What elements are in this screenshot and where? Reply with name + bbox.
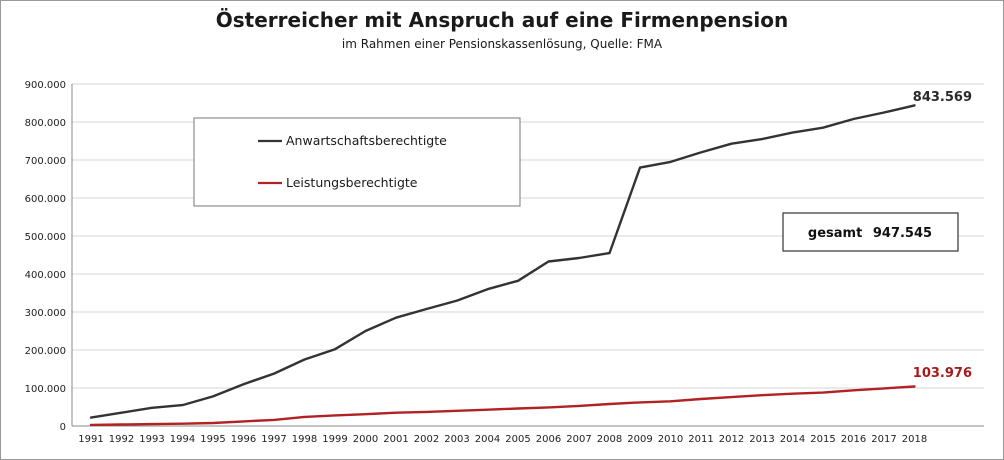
series-lines bbox=[89, 104, 916, 427]
x-tick-label: 1999 bbox=[322, 434, 347, 445]
y-tick-label: 600.000 bbox=[25, 194, 66, 205]
x-tick-label: 2005 bbox=[505, 434, 530, 445]
y-tick-label: 0 bbox=[60, 422, 66, 433]
x-tick-label: 2002 bbox=[414, 434, 439, 445]
y-tick-label: 500.000 bbox=[25, 232, 66, 243]
x-tick-label: 2009 bbox=[627, 434, 652, 445]
y-tick-label: 700.000 bbox=[25, 156, 66, 167]
total-box bbox=[782, 212, 959, 252]
y-tick-label: 400.000 bbox=[25, 270, 66, 281]
series-line-leistungsberechtigte bbox=[89, 385, 916, 427]
x-tick-label: 1997 bbox=[261, 434, 286, 445]
x-tick-label: 1992 bbox=[109, 434, 134, 445]
x-tick-label: 2011 bbox=[688, 434, 713, 445]
x-tick-label: 1998 bbox=[292, 434, 317, 445]
y-tick-label: 100.000 bbox=[25, 384, 66, 395]
total-text: gesamt 947.545 bbox=[808, 226, 932, 241]
chart-title: Österreicher mit Anspruch auf eine Firme… bbox=[215, 8, 789, 32]
x-tick-label: 2003 bbox=[444, 434, 469, 445]
x-tick-label: 2018 bbox=[902, 434, 927, 445]
x-tick-label: 2010 bbox=[658, 434, 683, 445]
end-label-leistungsberechtigte: 103.976 bbox=[913, 366, 972, 381]
x-tick-label: 2000 bbox=[353, 434, 378, 445]
x-tick-label: 2013 bbox=[749, 434, 774, 445]
x-tick-label: 2014 bbox=[780, 434, 805, 445]
y-tick-label: 200.000 bbox=[25, 346, 66, 357]
y-tick-label: 300.000 bbox=[25, 308, 66, 319]
x-tick-label: 1993 bbox=[139, 434, 164, 445]
legend-label-leistungsberechtigte: Leistungsberechtigte bbox=[286, 175, 418, 190]
y-tick-label: 900.000 bbox=[25, 80, 66, 91]
x-tick-label: 2008 bbox=[597, 434, 622, 445]
x-tick-label: 1995 bbox=[200, 434, 225, 445]
total-label: gesamt bbox=[808, 226, 862, 241]
legend-box bbox=[193, 117, 521, 207]
end-label-anwartschaftsberechtigte: 843.569 bbox=[913, 90, 972, 105]
x-tick-label: 2016 bbox=[841, 434, 866, 445]
x-tick-label: 1996 bbox=[231, 434, 256, 445]
x-tick-label: 2001 bbox=[383, 434, 408, 445]
x-tick-label: 1994 bbox=[170, 434, 195, 445]
x-axis-ticks: 1991 1992 1993 1994 1995 1996 1997 1998 1999 2000… bbox=[78, 434, 927, 445]
x-tick-label: 2004 bbox=[475, 434, 500, 445]
x-tick-label: 2007 bbox=[566, 434, 591, 445]
x-tick-label: 2015 bbox=[810, 434, 835, 445]
y-tick-label: 800.000 bbox=[25, 118, 66, 129]
total-annotation: gesamt 947.545 bbox=[782, 212, 959, 252]
x-tick-label: 2006 bbox=[536, 434, 561, 445]
y-axis-ticks: 0 100.000 200.000 300.000 400.000 500.000 600.… bbox=[25, 80, 66, 433]
x-tick-label: 2017 bbox=[871, 434, 896, 445]
legend-label-anwartschaftsberechtigte: Anwartschaftsberechtigte bbox=[286, 133, 447, 148]
chart-subtitle: im Rahmen einer Pensionskassenlösung, Qu… bbox=[341, 37, 663, 51]
legend: Anwartschaftsberechtigte Leistungsberech… bbox=[193, 117, 521, 207]
series-line-anwartschaftsberechtigte bbox=[89, 104, 916, 419]
x-tick-label: 1991 bbox=[78, 434, 103, 445]
x-tick-label: 2012 bbox=[719, 434, 744, 445]
total-value: 947.545 bbox=[873, 226, 932, 241]
